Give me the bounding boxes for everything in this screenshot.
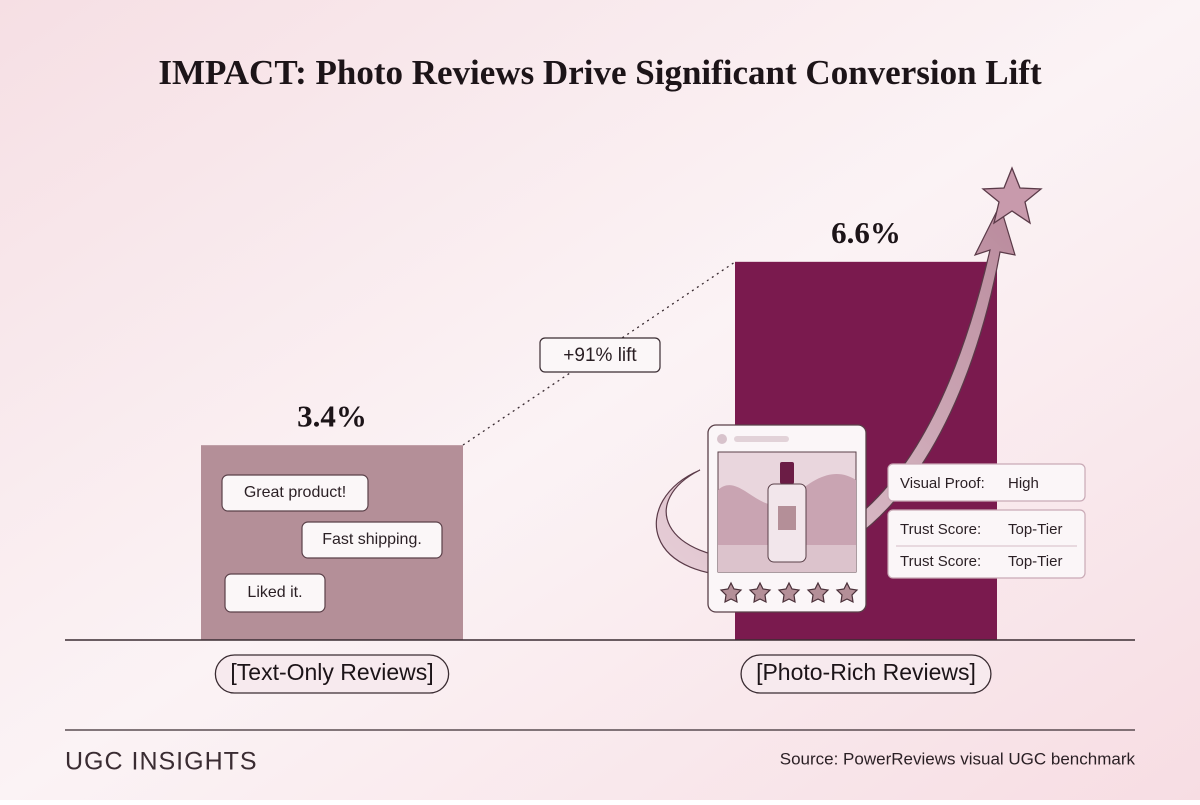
- bottle-cap: [780, 462, 794, 484]
- bubble-text: Great product!: [244, 484, 346, 501]
- value-label: 6.6%: [831, 215, 901, 250]
- bubble-text: Fast shipping.: [322, 531, 422, 548]
- value-label: 3.4%: [297, 398, 367, 433]
- brand: UGC INSIGHTS: [65, 748, 258, 776]
- card-line: [734, 436, 789, 442]
- star: [981, 166, 1043, 225]
- bottle-label: [778, 506, 796, 530]
- chart-title: IMPACT: Photo Reviews Drive Significant …: [158, 53, 1042, 92]
- category-pill: [740, 654, 992, 694]
- info-value: High: [1008, 475, 1039, 492]
- info-value: Top-Tier: [1008, 553, 1062, 570]
- bubble: [301, 521, 443, 559]
- info-card: [887, 463, 1086, 502]
- source: Source: PowerReviews visual UGC benchmar…: [780, 749, 1136, 768]
- category-label: [Photo-Rich Reviews]: [756, 659, 976, 685]
- lift-box: [539, 337, 661, 373]
- info-label: Trust Score:: [900, 553, 981, 570]
- avatar: [717, 434, 727, 444]
- category-label: [Text-Only Reviews]: [230, 659, 433, 685]
- lift-label: +91% lift: [563, 345, 637, 366]
- category-pill: [214, 654, 450, 694]
- bubble-text: Liked it.: [247, 584, 302, 601]
- info-label: Visual Proof:: [900, 475, 985, 492]
- info-value: Top-Tier: [1008, 521, 1062, 538]
- stars: [719, 581, 859, 604]
- info-label: Trust Score:: [900, 521, 981, 538]
- bubble: [224, 573, 326, 613]
- bubble: [221, 474, 369, 512]
- info-card: [887, 509, 1086, 579]
